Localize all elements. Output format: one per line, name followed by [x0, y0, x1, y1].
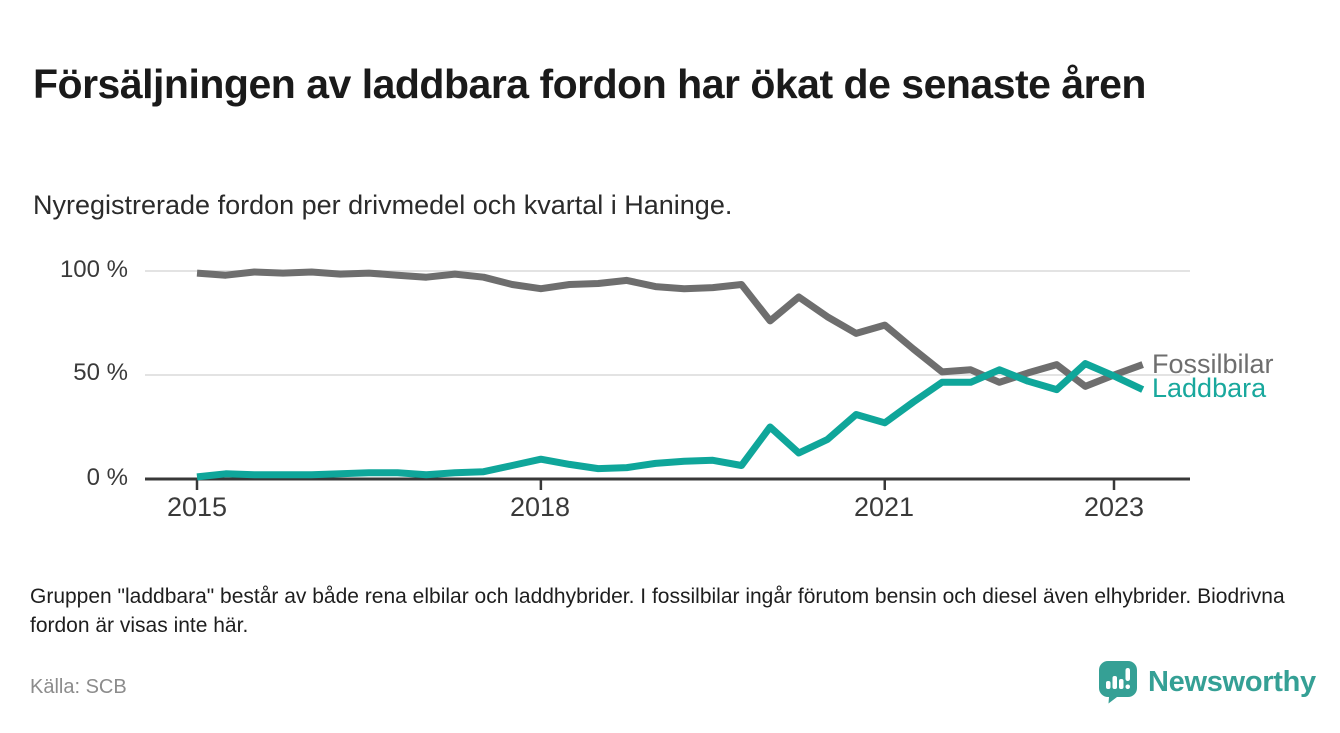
legend-label-laddbara: Laddbara [1152, 373, 1267, 403]
newsworthy-brand: Newsworthy [1098, 660, 1316, 704]
x-axis-tick-label-2023: 2023 [1083, 492, 1145, 522]
legend-label-fossilbilar: Fossilbilar [1152, 349, 1274, 379]
x-axis-tick-label-2018: 2018 [509, 492, 571, 522]
newsworthy-logo-text: Newsworthy [1148, 665, 1316, 698]
page-title: Försäljningen av laddbara fordon har öka… [33, 61, 1146, 108]
y-axis-tick-label-0: 0 % [86, 464, 128, 491]
series-line-fossilbilar [196, 268, 1144, 390]
series-line-laddbara [196, 360, 1145, 481]
x-axis-tick-label-2015: 2015 [166, 492, 228, 522]
source-label: Källa: SCB [30, 676, 127, 698]
chart-footnote: Gruppen "laddbara" består av både rena e… [30, 585, 1285, 637]
newsworthy-logo-icon [1098, 660, 1138, 704]
y-axis-tick-label-50: 50 % [73, 359, 128, 386]
chart-subtitle: Nyregistrerade fordon per drivmedel och … [33, 190, 733, 220]
y-axis-tick-label-100: 100 % [59, 256, 128, 283]
x-axis-tick-label-2021: 2021 [853, 492, 915, 522]
